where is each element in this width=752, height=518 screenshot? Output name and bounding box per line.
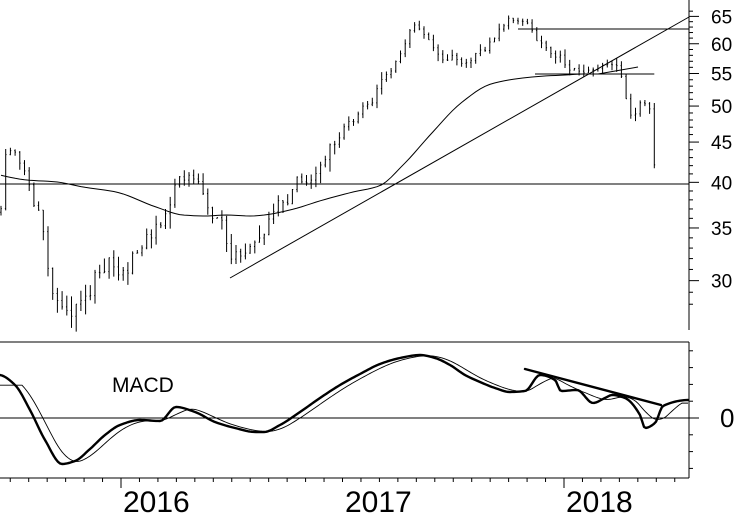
- svg-text:2016: 2016: [123, 486, 190, 518]
- svg-text:50: 50: [711, 97, 732, 118]
- svg-text:65: 65: [711, 7, 732, 28]
- svg-text:45: 45: [711, 133, 732, 154]
- svg-text:0: 0: [720, 403, 734, 433]
- svg-text:35: 35: [711, 219, 732, 240]
- svg-text:30: 30: [711, 272, 732, 293]
- svg-text:2018: 2018: [566, 486, 633, 518]
- svg-text:40: 40: [711, 173, 732, 194]
- svg-text:60: 60: [711, 35, 732, 56]
- svg-text:MACD: MACD: [112, 374, 174, 397]
- svg-text:55: 55: [711, 64, 732, 85]
- svg-text:2017: 2017: [345, 486, 412, 518]
